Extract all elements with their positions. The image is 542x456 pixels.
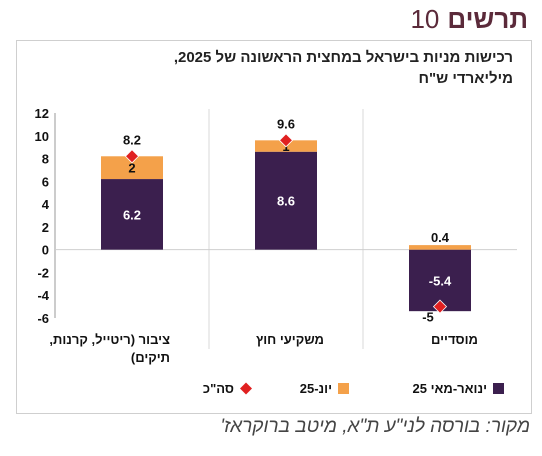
data-label-jan-may: -5.4 xyxy=(429,273,452,288)
data-label-total: 9.6 xyxy=(277,116,295,131)
legend-total-text: סה"כ xyxy=(203,381,234,396)
y-tick-label: -4 xyxy=(37,288,49,303)
total-marker xyxy=(278,133,294,148)
y-tick-label: 0 xyxy=(42,243,49,258)
source-note: מקור: בורסה לני"ע ת"א, מיטב ברוקראז' xyxy=(220,416,530,437)
data-label-jan-may: 6.2 xyxy=(123,207,141,222)
category-label: תיקים) xyxy=(131,350,170,365)
y-tick-label: 6 xyxy=(42,174,49,189)
legend-total-swatch xyxy=(240,382,252,395)
chart-title: רכישות מניות בישראל במחצית הראשונה של 20… xyxy=(43,47,513,89)
y-tick-label: -2 xyxy=(37,265,49,280)
legend-june-swatch xyxy=(338,383,349,394)
y-tick-label: 8 xyxy=(42,152,49,167)
y-tick-label: 10 xyxy=(35,129,49,144)
y-tick-label: 4 xyxy=(42,197,50,212)
data-label-total: -5 xyxy=(422,310,434,325)
data-label-june: 0.4 xyxy=(431,230,450,245)
legend-jan-may-swatch xyxy=(493,383,504,394)
bar-june xyxy=(101,156,163,180)
bar-june xyxy=(409,245,471,250)
figure-header: תרשים10 xyxy=(8,4,528,40)
category-label: ציבור (ריטייל, קרנות, xyxy=(49,332,170,347)
legend-jan-may-text: ינואר-מאי 25 xyxy=(413,381,487,396)
chart-frame: רכישות מניות בישראל במחצית הראשונה של 20… xyxy=(16,40,532,414)
total-marker xyxy=(432,299,448,314)
stacked-bar-chart: -6 -4 -2 0 2 4 6 8 10 12 6.2 2 8.2 ציבור (ריטייל, קרנ… xyxy=(35,106,517,396)
bar-jan-may xyxy=(101,179,163,250)
chart-title-line-2: מיליארדי ש"ח xyxy=(418,70,513,87)
data-label-june: 2 xyxy=(128,161,135,176)
total-marker xyxy=(124,149,140,164)
bar-jan-may xyxy=(255,151,317,250)
data-label-jan-may: 8.6 xyxy=(277,194,295,209)
figure-label: תרשים xyxy=(447,4,528,34)
data-label-total: 8.2 xyxy=(123,132,141,147)
legend-june-text: יונ-25 xyxy=(300,381,332,396)
chart-title-line-1: רכישות מניות בישראל במחצית הראשונה של 20… xyxy=(173,49,513,66)
category-label: מוסדיים xyxy=(431,332,478,347)
figure-number: 10 xyxy=(410,4,440,34)
y-tick-label: 2 xyxy=(42,220,49,235)
y-tick-label: -6 xyxy=(37,311,49,326)
y-tick-label: 12 xyxy=(35,106,49,121)
category-label: משקיעי חוץ xyxy=(256,332,324,347)
